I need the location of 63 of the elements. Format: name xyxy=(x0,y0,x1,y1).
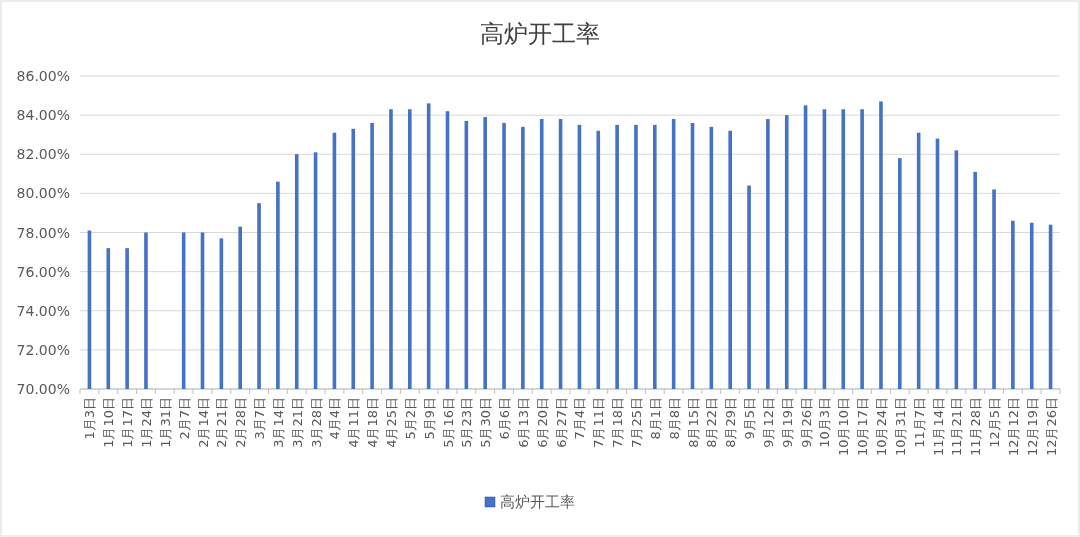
x-tick-label: 12月19日 xyxy=(1024,397,1040,457)
x-tick-label: 12月26日 xyxy=(1043,397,1059,457)
x-tick-label: 6月27日 xyxy=(553,397,569,448)
x-tick-label: 8月29日 xyxy=(723,397,739,448)
x-tick-label: 9月5日 xyxy=(742,397,758,440)
x-tick-label: 12月12日 xyxy=(1005,397,1021,457)
x-tick-label: 6月13日 xyxy=(515,397,531,448)
x-tick-label: 3月28日 xyxy=(308,397,324,448)
x-tick-label: 11月7日 xyxy=(911,397,927,448)
x-tick-label: 4月25日 xyxy=(383,397,399,448)
x-tick-label: 6月20日 xyxy=(534,397,550,448)
x-tick-label: 7月25日 xyxy=(628,397,644,448)
x-tick-label: 3月7日 xyxy=(252,397,268,440)
x-tick-label: 1月17日 xyxy=(120,397,136,448)
x-tick-label: 8月8日 xyxy=(666,397,682,440)
x-tick-label: 8月22日 xyxy=(704,397,720,448)
x-tick-label: 10月17日 xyxy=(855,397,871,457)
x-tick-label: 2月28日 xyxy=(233,397,249,448)
x-tick-label: 2月7日 xyxy=(176,397,192,440)
x-tick-label: 12月5日 xyxy=(987,397,1003,448)
chart-title: 高炉开工率 xyxy=(480,20,600,48)
x-tick-label: 11月21日 xyxy=(949,397,965,457)
x-tick-label: 4月11日 xyxy=(346,397,362,448)
x-tick-label: 7月18日 xyxy=(610,397,626,448)
x-tick-label: 10月31日 xyxy=(892,397,908,457)
x-tick-label: 11月28日 xyxy=(968,397,984,457)
y-tick-label: 70.00% xyxy=(16,381,70,397)
x-tick-label: 10月24日 xyxy=(873,397,889,457)
x-tick-label: 7月11日 xyxy=(591,397,607,448)
x-tick-label: 5月23日 xyxy=(459,397,475,448)
x-tick-label: 3月21日 xyxy=(289,397,305,448)
x-tick-label: 4月18日 xyxy=(365,397,381,448)
x-tick-label: 1月24日 xyxy=(138,397,154,448)
x-tick-label: 5月30日 xyxy=(478,397,494,448)
x-tick-label: 5月2日 xyxy=(402,397,418,440)
x-tick-label: 7月4日 xyxy=(572,397,588,440)
x-tick-label: 10月3日 xyxy=(817,397,833,448)
x-tick-label: 4月4日 xyxy=(327,397,343,440)
x-tick-label: 6月6日 xyxy=(497,397,513,440)
x-tick-label: 9月26日 xyxy=(798,397,814,448)
x-tick-label: 1月10日 xyxy=(101,397,117,448)
y-tick-label: 72.00% xyxy=(16,341,70,358)
y-tick-label: 74.00% xyxy=(16,302,70,319)
x-tick-label: 9月12日 xyxy=(760,397,776,448)
x-tick-label: 1月31日 xyxy=(157,397,173,448)
x-tick-label: 1月3日 xyxy=(82,397,98,440)
x-tick-label: 8月1日 xyxy=(647,397,663,440)
legend-label: 高炉开工率 xyxy=(500,493,575,511)
x-tick-label: 3月14日 xyxy=(270,397,286,448)
x-tick-label: 11月14日 xyxy=(930,397,946,457)
y-tick-label: 76.00% xyxy=(16,263,70,280)
y-tick-label: 80.00% xyxy=(16,185,70,202)
x-tick-label: 10月10日 xyxy=(836,397,852,457)
y-tick-label: 86.00% xyxy=(16,68,70,84)
x-tick-label: 2月21日 xyxy=(214,397,230,448)
y-tick-label: 84.00% xyxy=(16,107,70,124)
y-tick-label: 78.00% xyxy=(16,224,70,241)
x-tick-label: 9月19日 xyxy=(779,397,795,448)
y-tick-label: 82.00% xyxy=(16,146,70,163)
x-tick-label: 2月14日 xyxy=(195,397,211,448)
x-tick-label: 5月9日 xyxy=(421,397,437,440)
x-tick-label: 8月15日 xyxy=(685,397,701,448)
x-tick-label: 5月16日 xyxy=(440,397,456,448)
